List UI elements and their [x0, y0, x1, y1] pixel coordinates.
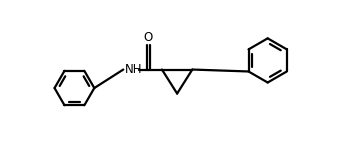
Text: NH: NH [125, 63, 142, 76]
Text: O: O [144, 31, 153, 44]
